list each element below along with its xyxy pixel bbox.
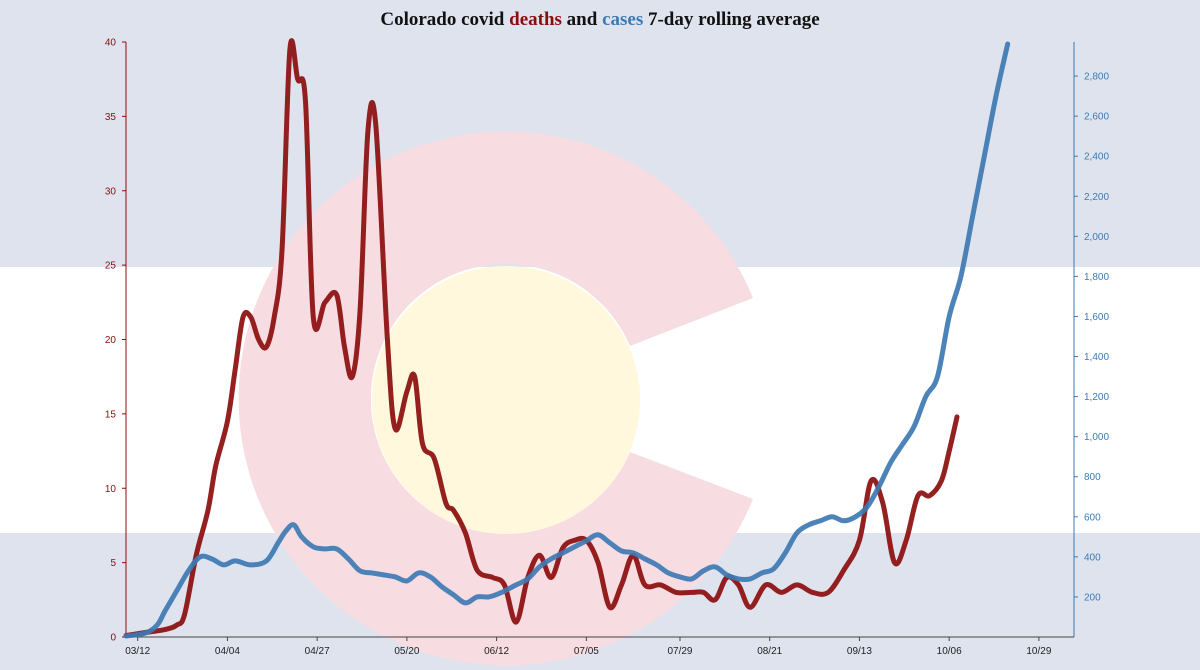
right-y-tick-label: 1,000 bbox=[1084, 432, 1109, 443]
right-y-tick-label: 800 bbox=[1084, 472, 1101, 483]
title-suffix: 7-day rolling average bbox=[643, 9, 819, 30]
right-y-tick-label: 2,800 bbox=[1084, 72, 1109, 83]
series-layer bbox=[123, 38, 1011, 639]
x-tick-label: 05/20 bbox=[394, 646, 419, 657]
left-y-tick-label: 15 bbox=[105, 409, 117, 420]
left-y-ticks: 0 5 10 15 20 25 30 35 40 bbox=[105, 38, 126, 644]
title-prefix: Colorado covid bbox=[380, 9, 509, 30]
title-middle: and bbox=[562, 9, 602, 30]
x-tick-label: 09/13 bbox=[847, 646, 872, 657]
deaths-series-line bbox=[123, 38, 960, 638]
chart-axes: 0 5 10 15 20 25 30 35 40 200 400 600 800 1,000 1,200 1… bbox=[105, 38, 1110, 658]
left-y-tick-label: 35 bbox=[105, 112, 117, 123]
x-tick-label: 08/21 bbox=[757, 646, 782, 657]
x-tick-label: 07/29 bbox=[667, 646, 692, 657]
right-y-tick-label: 1,200 bbox=[1084, 392, 1109, 403]
right-y-tick-label: 1,600 bbox=[1084, 312, 1109, 323]
flag-c-shape bbox=[238, 131, 753, 666]
chart-title: Colorado covid deaths and cases 7-day ro… bbox=[380, 9, 819, 30]
right-y-tick-label: 400 bbox=[1084, 552, 1101, 563]
left-y-tick-label: 30 bbox=[105, 186, 117, 197]
right-y-tick-label: 600 bbox=[1084, 512, 1101, 523]
right-y-tick-label: 2,000 bbox=[1084, 232, 1109, 243]
flag-sun-circle bbox=[372, 266, 640, 534]
x-tick-label: 06/12 bbox=[484, 646, 509, 657]
right-y-ticks: 200 400 600 800 1,000 1,200 1,400 1,600 1,800 2,0… bbox=[1074, 72, 1109, 603]
left-y-tick-label: 25 bbox=[105, 261, 117, 272]
x-tick-label: 03/12 bbox=[125, 646, 150, 657]
x-tick-label: 10/06 bbox=[937, 646, 962, 657]
left-y-tick-label: 40 bbox=[105, 38, 117, 49]
x-ticks: 03/12 04/04 04/27 05/20 06/12 07/05 07/29 08/21… bbox=[125, 637, 1052, 657]
x-tick-label: 07/05 bbox=[574, 646, 599, 657]
cases-series-line bbox=[123, 41, 1011, 639]
x-tick-label: 04/04 bbox=[215, 646, 240, 657]
x-tick-label: 10/29 bbox=[1026, 646, 1051, 657]
right-y-tick-label: 200 bbox=[1084, 592, 1101, 603]
title-deaths-word: deaths bbox=[509, 9, 562, 30]
right-y-tick-label: 2,400 bbox=[1084, 152, 1109, 163]
right-y-tick-label: 1,800 bbox=[1084, 272, 1109, 283]
left-y-tick-label: 10 bbox=[105, 484, 117, 495]
right-y-tick-label: 2,200 bbox=[1084, 192, 1109, 203]
left-y-tick-label: 0 bbox=[110, 633, 116, 644]
left-y-tick-label: 20 bbox=[105, 335, 117, 346]
left-y-tick-label: 5 bbox=[110, 558, 116, 569]
x-tick-label: 04/27 bbox=[305, 646, 330, 657]
title-cases-word: cases bbox=[602, 9, 643, 30]
right-y-tick-label: 1,400 bbox=[1084, 352, 1109, 363]
right-y-tick-label: 2,600 bbox=[1084, 112, 1109, 123]
